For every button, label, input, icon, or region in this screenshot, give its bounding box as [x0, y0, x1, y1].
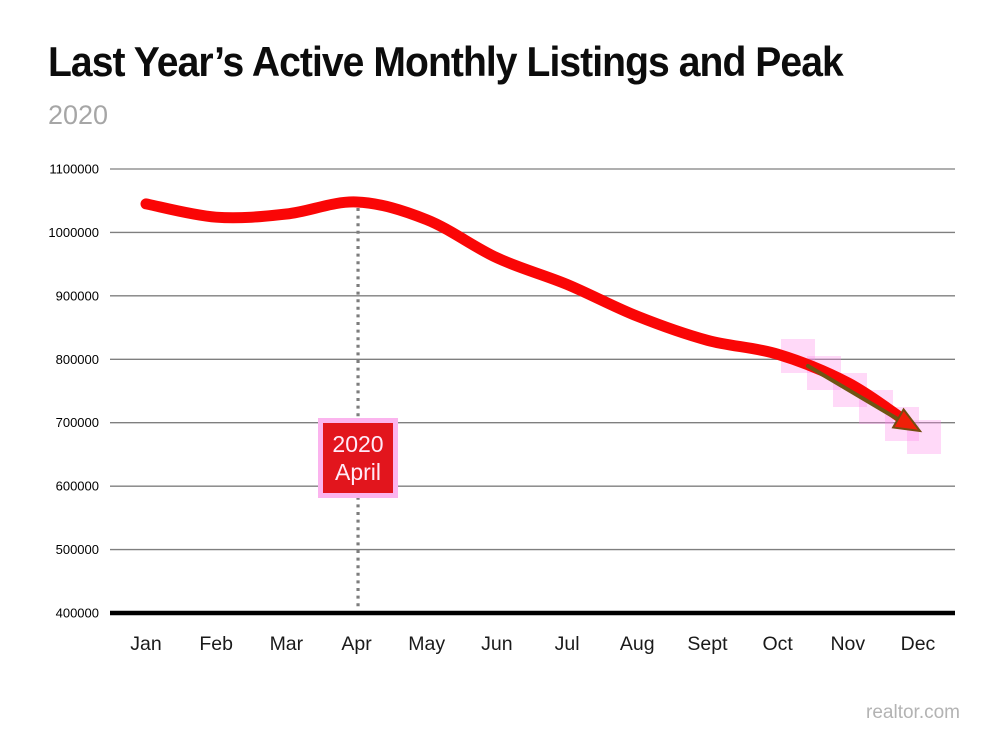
x-axis-label: Jun — [481, 633, 512, 655]
y-axis-tick-label: 400000 — [56, 606, 99, 621]
peak-annotation-label: 2020 April — [323, 423, 393, 493]
y-axis-tick-label: 700000 — [56, 415, 99, 430]
y-axis-tick-label: 1000000 — [48, 225, 99, 240]
page-subtitle: 2020 — [48, 100, 109, 130]
x-axis-label: Sept — [687, 633, 728, 655]
x-axis-label: Jul — [555, 633, 580, 655]
y-axis-tick-label: 500000 — [56, 542, 99, 557]
arrow-head-icon — [891, 407, 923, 433]
x-axis-label: Oct — [762, 633, 793, 655]
peak-annotation-month: April — [334, 459, 381, 485]
x-axis-label: Mar — [270, 633, 304, 655]
peak-annotation-year: 2020 — [332, 431, 384, 457]
listings-trend-line — [140, 196, 908, 425]
y-axis-tick-label: 800000 — [56, 352, 99, 367]
x-axis-label: Dec — [901, 633, 936, 655]
x-axis-label: Apr — [341, 633, 372, 655]
source-credit: realtor.com — [866, 702, 960, 723]
x-axis-label: May — [408, 633, 445, 655]
arrow-stripe — [806, 364, 908, 426]
x-axis-label: Feb — [199, 633, 233, 655]
peak-annotation-box: 2020 April — [318, 418, 398, 498]
y-axis-tick-label: 1100000 — [49, 162, 99, 177]
y-axis-tick-label: 600000 — [56, 479, 99, 494]
x-axis-label: Nov — [830, 633, 865, 655]
x-axis-label: Jan — [130, 633, 161, 655]
x-axis-label: Aug — [620, 633, 655, 655]
y-axis-tick-label: 900000 — [56, 288, 99, 303]
page-title: Last Year’s Active Monthly Listings and … — [48, 38, 844, 85]
